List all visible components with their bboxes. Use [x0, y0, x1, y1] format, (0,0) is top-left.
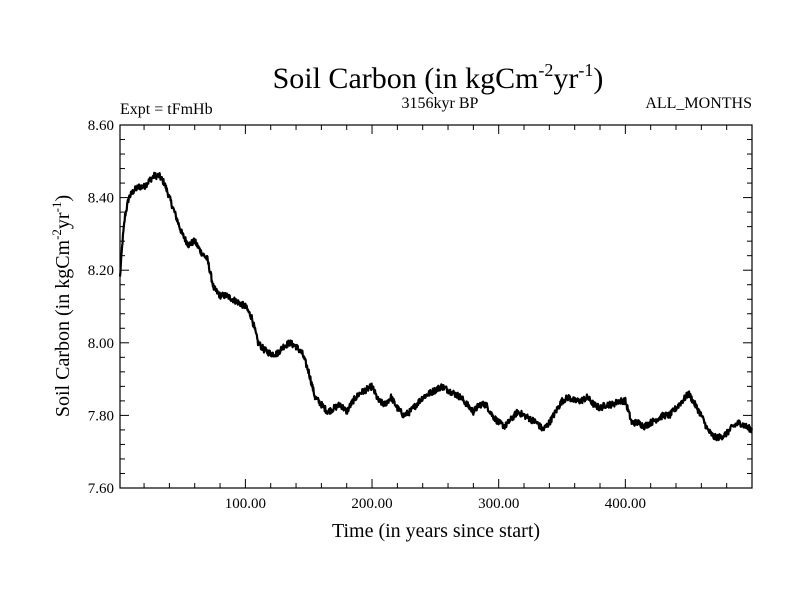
y-axis-label: Soil Carbon (in kgCm-2yr-1)	[49, 195, 74, 417]
subtitle-center: 3156kyr BP	[402, 95, 479, 112]
x-tick-label: 400.00	[605, 496, 646, 512]
y-axis: 7.60 7.80 8.00 8.20 8.40 8.60	[88, 118, 752, 497]
x-axis-label: Time (in years since start)	[332, 520, 540, 542]
y-tick-label: 8.60	[88, 118, 114, 134]
y-tick-label: 7.60	[88, 481, 114, 497]
y-tick-label: 8.40	[88, 191, 114, 207]
subtitle-right: ALL_MONTHS	[645, 95, 752, 112]
x-axis: 100.00 200.00 300.00 400.00	[143, 125, 728, 512]
series-layer	[118, 171, 754, 442]
x-tick-label: 100.00	[225, 496, 266, 512]
chart-title: Soil Carbon (in kgCm-2yr-1)	[273, 60, 604, 95]
x-tick-label: 300.00	[478, 496, 519, 512]
series-line-soil-carbon	[118, 171, 754, 442]
x-tick-label: 200.00	[351, 496, 392, 512]
y-tick-label: 8.20	[88, 263, 114, 279]
y-tick-label: 7.80	[88, 408, 114, 424]
plot-frame	[119, 124, 753, 489]
subtitle-left: Expt = tFmHb	[120, 101, 213, 118]
y-tick-label: 8.00	[88, 336, 114, 352]
